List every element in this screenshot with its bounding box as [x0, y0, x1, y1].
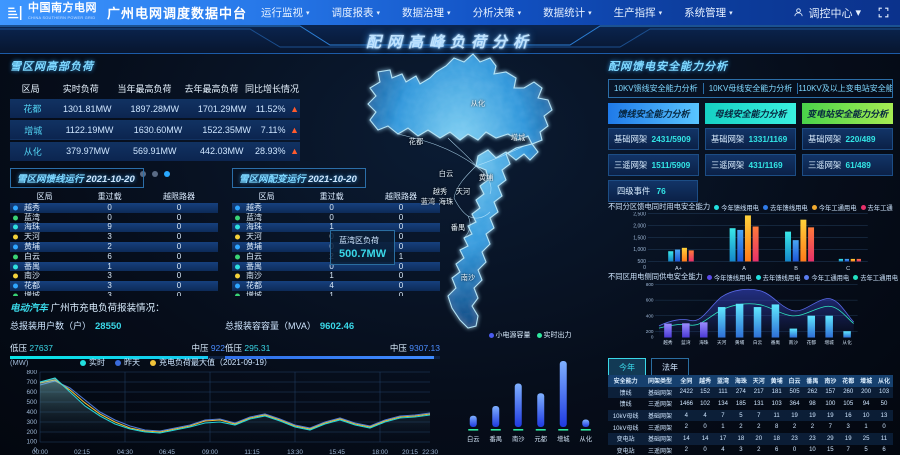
- svg-text:花都: 花都: [807, 339, 817, 346]
- svg-text:天河: 天河: [717, 339, 727, 346]
- svg-text:13:30: 13:30: [287, 449, 303, 455]
- svg-text:18:00: 18:00: [372, 449, 388, 455]
- svg-text:南沙: 南沙: [461, 273, 475, 282]
- svg-text:白云: 白云: [467, 434, 480, 443]
- svg-text:蓝湾: 蓝湾: [681, 339, 691, 346]
- svg-text:蓝湾: 蓝湾: [421, 197, 435, 206]
- svg-text:南沙: 南沙: [789, 339, 799, 345]
- svg-text:从化: 从化: [471, 99, 485, 108]
- svg-text:2,500: 2,500: [633, 212, 646, 217]
- svg-text:06:45: 06:45: [159, 449, 175, 455]
- svg-text:C: C: [846, 266, 850, 270]
- svg-text:00:00: 00:00: [32, 449, 48, 455]
- svg-text:海珠: 海珠: [439, 197, 454, 206]
- svg-text:番禺: 番禺: [489, 435, 502, 443]
- svg-text:20:15: 20:15: [402, 449, 418, 455]
- svg-text:B: B: [794, 266, 798, 270]
- svg-text:A: A: [742, 266, 746, 270]
- svg-text:1,000: 1,000: [633, 247, 646, 253]
- svg-text:0: 0: [643, 265, 646, 270]
- svg-text:500: 500: [26, 399, 37, 406]
- svg-text:花都: 花都: [409, 137, 423, 146]
- svg-text:越秀: 越秀: [663, 339, 673, 346]
- svg-text:22:30: 22:30: [422, 449, 438, 455]
- svg-text:越秀: 越秀: [433, 187, 447, 196]
- svg-text:15:45: 15:45: [329, 449, 345, 455]
- svg-text:09:00: 09:00: [202, 449, 218, 455]
- svg-text:02:15: 02:15: [74, 449, 90, 455]
- svg-text:从化: 从化: [842, 339, 852, 346]
- svg-text:增城: 增城: [825, 339, 835, 346]
- svg-text:2,000: 2,000: [633, 223, 646, 229]
- svg-text:南沙: 南沙: [512, 434, 525, 443]
- svg-text:从化: 从化: [579, 434, 592, 443]
- svg-text:600: 600: [26, 389, 37, 396]
- svg-text:600: 600: [646, 298, 654, 303]
- svg-text:200: 200: [26, 429, 37, 436]
- svg-text:800: 800: [646, 283, 654, 287]
- svg-text:黄埔: 黄埔: [735, 339, 745, 346]
- svg-text:300: 300: [26, 419, 37, 426]
- svg-text:海珠: 海珠: [699, 339, 709, 346]
- svg-text:A+: A+: [675, 266, 682, 270]
- svg-text:1,500: 1,500: [633, 235, 646, 241]
- svg-text:700: 700: [26, 379, 37, 386]
- svg-text:500: 500: [637, 259, 646, 265]
- svg-text:0: 0: [651, 334, 654, 339]
- svg-text:800: 800: [26, 370, 37, 376]
- svg-text:增城: 增城: [557, 434, 570, 443]
- svg-text:100: 100: [26, 439, 37, 446]
- svg-text:白云: 白云: [439, 169, 453, 178]
- svg-text:番禺: 番禺: [451, 223, 465, 232]
- svg-text:黄埔: 黄埔: [479, 173, 493, 182]
- svg-text:400: 400: [646, 313, 654, 318]
- svg-text:11:15: 11:15: [244, 449, 260, 455]
- svg-text:增城: 增城: [511, 133, 525, 142]
- svg-text:04:30: 04:30: [117, 449, 133, 455]
- svg-text:番禺: 番禺: [771, 339, 781, 346]
- svg-text:400: 400: [26, 409, 37, 416]
- svg-text:白云: 白云: [753, 339, 763, 346]
- svg-text:天河: 天河: [456, 187, 470, 196]
- svg-text:200: 200: [646, 329, 654, 334]
- svg-text:元都: 元都: [534, 435, 547, 443]
